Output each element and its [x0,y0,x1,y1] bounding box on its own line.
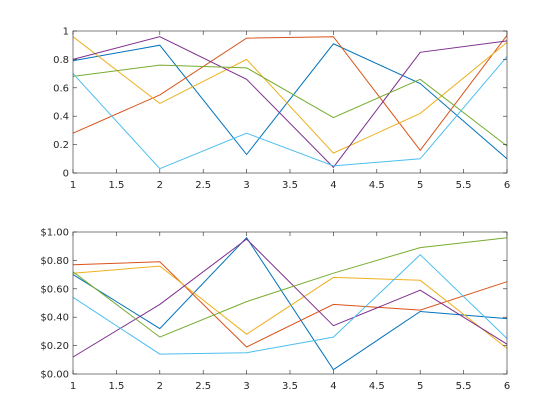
y-tick-label: 0.6 [53,83,69,94]
x-tick-label: 5.5 [456,381,472,392]
series-line-2 [72,34,508,152]
series-line-4 [72,36,508,169]
x-tick-label: 6 [504,180,510,191]
x-tick-label: 6 [504,381,510,392]
series-line-6 [72,254,508,355]
series-line-1 [72,236,508,371]
series-line-3 [72,265,508,349]
y-tick-label: 0.2 [53,140,69,151]
y-tick-label: 1 [63,27,69,38]
y-tick-label: $0.20 [40,341,69,352]
x-tick-label: 4 [330,180,336,191]
y-tick-label: $0.60 [40,284,69,295]
x-tick-label: 2.5 [195,381,211,392]
x-tick-label: 1.5 [108,381,124,392]
y-tick-label: $0.80 [40,256,69,267]
series-line-2 [72,261,508,348]
x-tick-label: 5 [417,180,423,191]
x-tick-label: 5.5 [456,180,472,191]
x-tick-label: 4.5 [369,180,385,191]
y-tick-label: 0.8 [53,55,69,66]
y-tick-label: 0.4 [53,112,69,123]
x-tick-label: 1.5 [108,180,124,191]
y-tick-label: $1.00 [40,228,69,239]
x-tick-label: 2 [157,381,163,392]
x-tick-label: 3.5 [282,180,298,191]
y-tick-label: $0.40 [40,313,69,324]
series-line-4 [72,238,508,358]
x-tick-label: 3.5 [282,381,298,392]
x-tick-label: 5 [417,381,423,392]
x-tick-label: 4 [330,381,336,392]
y-tick-label: $0.00 [40,370,69,381]
x-tick-label: 1 [70,180,76,191]
x-tick-label: 3 [243,180,249,191]
x-tick-label: 4.5 [369,381,385,392]
bottom-chart: 1 1.5 2 2.5 3 3.5 4 4.5 5 5.5 6 $0.00 $0.20 $0.40 $0.6… [40,228,510,393]
series-line-5 [72,237,508,338]
x-tick-label: 1 [70,381,76,392]
x-tick-label: 2 [157,180,163,191]
series-line-6 [72,56,508,170]
series-line-5 [72,64,508,147]
x-tick-label: 3 [243,381,249,392]
series-line-1 [72,43,508,160]
y-tick-label: 0 [63,169,69,180]
x-tick-label: 2.5 [195,180,211,191]
top-chart: 1 1.5 2 2.5 3 3.5 4 4.5 5 5.5 6 0 0.2 0.4 0.6 0.8 1 [53,27,510,192]
series-line-3 [72,36,508,154]
